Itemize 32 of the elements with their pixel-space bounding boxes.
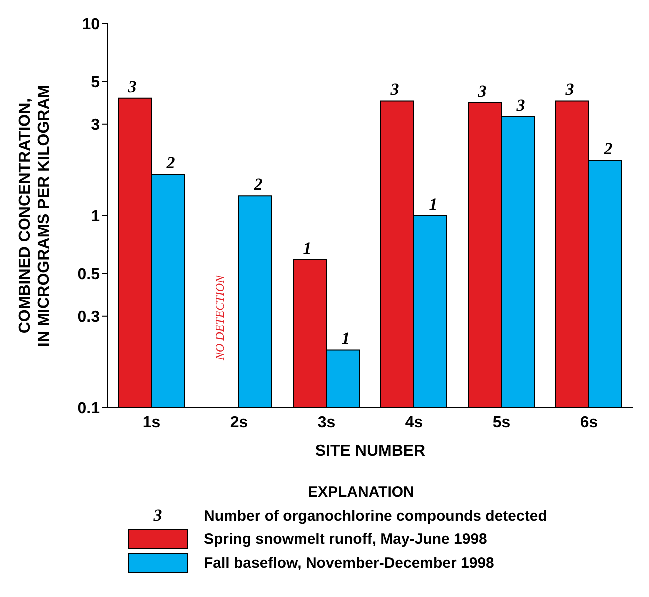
x-tick-label: 1s bbox=[142, 414, 161, 432]
y-tick-label: 0.5 bbox=[78, 266, 100, 284]
y-tick-label: 5 bbox=[91, 74, 100, 92]
x-tick-label: 2s bbox=[230, 414, 248, 432]
y-tick-label: 3 bbox=[91, 117, 100, 134]
annotation: 3 bbox=[127, 77, 138, 96]
annotation: 3 bbox=[477, 82, 488, 101]
y-tick-label: 10 bbox=[82, 16, 100, 34]
annotation: 3 bbox=[564, 80, 575, 100]
annotation: 1 bbox=[429, 195, 438, 214]
annotation: 3 bbox=[390, 80, 400, 100]
annotation: 2 bbox=[603, 140, 614, 159]
annotation: 2 bbox=[253, 175, 264, 194]
legend-label: Fall baseflow, November-December 1998 bbox=[204, 554, 494, 572]
legend-label: Spring snowmelt runoff, May-June 1998 bbox=[204, 530, 488, 548]
x-tick-label: 4s bbox=[405, 414, 424, 432]
y-axis-title: COMBINED CONCENTRATION, IN MICROGRAMS PER KILOGRAM bbox=[17, 84, 53, 348]
annotation: 1 bbox=[342, 329, 350, 348]
annotation: 1 bbox=[303, 238, 312, 258]
x-axis-title: SITE NUMBER bbox=[315, 443, 426, 460]
annotation: 2 bbox=[166, 154, 176, 173]
x-tick-label: 5s bbox=[492, 414, 511, 432]
x-tick-label: 3s bbox=[318, 414, 336, 432]
y-tick-label: 0.1 bbox=[78, 400, 100, 418]
text: Number of organochlorine compounds detected bbox=[204, 508, 548, 524]
x-tick-label: 6s bbox=[580, 414, 598, 432]
annotation: 3 bbox=[516, 96, 526, 115]
legend-title: EXPLANATION bbox=[308, 484, 416, 501]
y-tick-label: 1 bbox=[91, 208, 100, 226]
y-tick-label: 0.3 bbox=[78, 309, 100, 326]
annotation: NO DETECTION bbox=[213, 274, 227, 362]
text: 3 bbox=[152, 506, 164, 526]
